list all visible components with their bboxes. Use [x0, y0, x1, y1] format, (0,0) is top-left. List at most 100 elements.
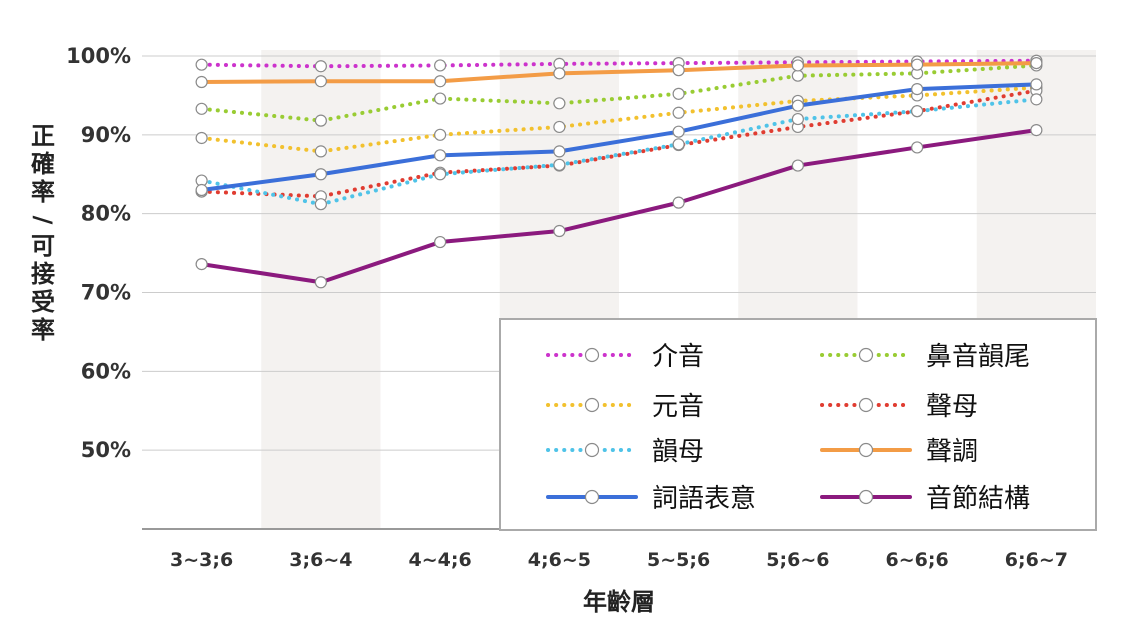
data-point [434, 75, 447, 88]
legend-label: 韻母 [652, 437, 704, 467]
data-point [1030, 56, 1043, 70]
y-axis-title-char: 率 [31, 178, 55, 206]
y-axis-title-char: / [29, 216, 57, 225]
y-axis-ticks: 50% 60% 70% 80% 90% 100% [66, 44, 131, 462]
data-point [791, 159, 804, 172]
data-point [1030, 124, 1043, 137]
legend-marker [584, 397, 600, 413]
data-point [553, 158, 566, 171]
series-7 [195, 124, 1043, 289]
x-tick-label: 5~5;6 [647, 549, 710, 571]
band-1 [261, 50, 381, 529]
x-axis-title: 年齡層 [583, 588, 655, 616]
x-tick-label: 6;6~7 [1005, 549, 1068, 571]
legend-item: 鼻音韻尾 [820, 342, 1030, 372]
data-point [1030, 93, 1043, 106]
legend-box [499, 318, 1097, 531]
y-axis-title-char: 接 [31, 260, 55, 288]
y-tick-label: 100% [66, 44, 131, 68]
series-1 [195, 59, 1043, 127]
data-point [1030, 78, 1043, 91]
legend-item: 聲調 [820, 437, 978, 467]
series-layer [195, 54, 1043, 289]
legend-item: 介音 [546, 342, 704, 372]
data-point [434, 59, 447, 72]
series-line [199, 82, 1039, 193]
x-tick-label: 3;6~4 [289, 549, 352, 571]
legend-label: 介音 [652, 342, 704, 372]
data-point [672, 196, 685, 209]
data-point [195, 183, 208, 197]
data-point [195, 131, 208, 145]
series-line [199, 61, 1039, 85]
y-tick-label: 50% [81, 438, 131, 462]
data-point [195, 258, 208, 271]
data-point [434, 235, 447, 249]
x-tick-label: 6~6;6 [886, 549, 949, 571]
data-point [911, 83, 924, 96]
x-tick-label: 4~4;6 [409, 549, 472, 571]
series-line [199, 58, 1039, 69]
y-tick-label: 70% [81, 281, 131, 305]
data-point [553, 97, 566, 110]
data-point [672, 125, 685, 138]
data-point [672, 138, 685, 151]
data-point [553, 145, 566, 158]
data-point [434, 128, 447, 141]
legend-marker [858, 442, 874, 458]
data-point [672, 87, 685, 100]
legend-marker [584, 347, 600, 363]
data-point [791, 99, 804, 112]
data-point [314, 168, 327, 181]
legend-item: 音節結構 [820, 484, 1030, 514]
data-point [434, 168, 447, 181]
data-point [672, 106, 685, 119]
y-axis-title-char: 可 [31, 232, 55, 260]
data-point [314, 60, 327, 73]
series-line [199, 128, 1039, 285]
data-point [314, 145, 327, 158]
legend-item: 聲母 [820, 392, 978, 422]
data-point [195, 75, 208, 89]
y-tick-label: 80% [81, 202, 131, 226]
y-axis-title-char: 正 [31, 122, 55, 150]
data-point [791, 59, 804, 72]
x-tick-label: 4;6~5 [528, 549, 591, 571]
data-point [314, 276, 327, 289]
legend-marker [858, 489, 874, 505]
legend-label: 元音 [652, 392, 704, 422]
legend-label: 鼻音韻尾 [926, 342, 1030, 372]
x-tick-label: 3~3;6 [170, 549, 233, 571]
data-point [434, 149, 447, 162]
series-4 [195, 93, 1043, 211]
data-point [314, 75, 327, 88]
series-line [199, 85, 1039, 154]
data-point [911, 141, 924, 154]
data-point [791, 69, 804, 82]
series-5 [195, 56, 1043, 89]
data-point [553, 67, 566, 80]
y-axis-title-char: 確 [31, 150, 55, 178]
series-line [199, 63, 1039, 123]
legend-marker [858, 397, 874, 413]
data-point [195, 58, 208, 71]
y-axis-title-char: 受 [31, 288, 55, 316]
x-axis-ticks: 3~3;6 3;6~4 4~4;6 4;6~5 5~5;6 5;6~6 6~6;6 6;6~7 [170, 549, 1068, 571]
y-axis-title-char: 率 [31, 316, 55, 344]
legend-label: 聲母 [926, 392, 978, 422]
legend-item: 韻母 [546, 437, 704, 467]
data-point [314, 114, 327, 127]
data-point [791, 112, 804, 126]
x-tick-label: 5;6~6 [766, 549, 829, 571]
data-point [911, 58, 924, 71]
legend-label: 音節結構 [926, 484, 1030, 514]
legend-marker [584, 489, 600, 505]
legend-item: 詞語表意 [546, 484, 756, 514]
legend-item: 元音 [546, 392, 704, 422]
legend-marker [584, 442, 600, 458]
legend-label: 聲調 [926, 437, 978, 467]
data-point [672, 64, 685, 77]
series-6 [195, 78, 1043, 197]
